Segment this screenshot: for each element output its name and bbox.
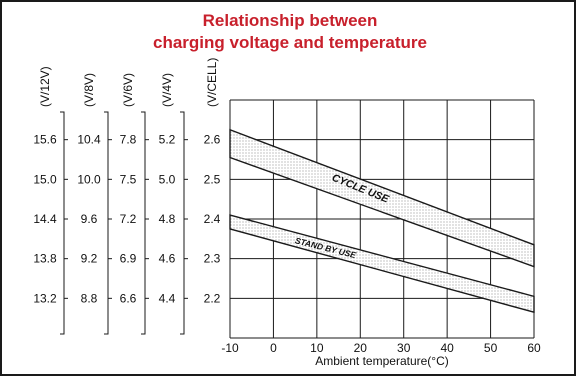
y-axis-bracket bbox=[180, 111, 185, 335]
x-tick-label: 0 bbox=[270, 341, 277, 355]
y-tick-label: 4.6 bbox=[159, 252, 176, 266]
y-tick-label: 15.0 bbox=[33, 172, 57, 186]
y-tick-label: 15.6 bbox=[33, 133, 57, 147]
band-cycle-use bbox=[229, 128, 535, 268]
y-tick-label: 13.8 bbox=[33, 252, 57, 266]
y-tick-label: 7.2 bbox=[120, 212, 137, 226]
x-axis: -10 0 10 20 30 40 50 60 bbox=[221, 341, 541, 355]
x-axis-label: Ambient temperature(°C) bbox=[315, 354, 449, 368]
y-axis-label: (V/4V) bbox=[160, 73, 174, 107]
chart-title-line-1: Relationship between bbox=[203, 11, 378, 30]
y-tick-label: 2.4 bbox=[204, 212, 221, 226]
y-tick-label: 10.4 bbox=[77, 133, 101, 147]
y-tick-label: 9.2 bbox=[81, 252, 98, 266]
y-tick-label: 7.5 bbox=[120, 172, 137, 186]
x-tick-label: 60 bbox=[527, 341, 541, 355]
y-axes: (V/12V) 15.6 15.0 14.4 13.8 13.2 (V/8V) 10.4 10.… bbox=[33, 58, 221, 335]
grid bbox=[229, 99, 535, 339]
y-tick-label: 4.8 bbox=[159, 212, 176, 226]
y-axis-label: (V/12V) bbox=[38, 66, 52, 107]
y-tick-label: 2.3 bbox=[204, 252, 221, 266]
y-tick-label: 6.6 bbox=[120, 291, 137, 305]
x-tick-label: 30 bbox=[397, 341, 411, 355]
y-tick-label: 2.2 bbox=[204, 291, 221, 305]
y-axis-bracket bbox=[104, 111, 109, 335]
y-tick-label: 14.4 bbox=[33, 212, 57, 226]
y-tick-label: 8.8 bbox=[81, 291, 98, 305]
x-tick-label: 20 bbox=[354, 341, 368, 355]
y-tick-label: 2.5 bbox=[204, 172, 221, 186]
x-tick-label: 40 bbox=[440, 341, 454, 355]
y-axis-label: (V/6V) bbox=[121, 73, 135, 107]
y-tick-label: 5.0 bbox=[159, 172, 176, 186]
y-axis-label: (V/CELL) bbox=[205, 58, 219, 107]
y-axis-label: (V/8V) bbox=[82, 73, 96, 107]
x-tick-label: -10 bbox=[221, 341, 239, 355]
y-tick-label: 4.4 bbox=[159, 291, 176, 305]
y-axis-bracket bbox=[141, 111, 146, 335]
y-tick-label: 9.6 bbox=[81, 212, 98, 226]
y-tick-label: 13.2 bbox=[33, 291, 57, 305]
band-stand-by-use bbox=[229, 214, 535, 314]
y-tick-label: 10.0 bbox=[77, 172, 101, 186]
y-axis-bracket bbox=[60, 111, 65, 335]
y-tick-label: 5.2 bbox=[159, 133, 176, 147]
y-tick-label: 7.8 bbox=[120, 133, 137, 147]
y-tick-label: 6.9 bbox=[120, 252, 137, 266]
x-tick-label: 50 bbox=[484, 341, 498, 355]
chart-title-line-2: charging voltage and temperature bbox=[153, 33, 427, 52]
y-tick-label: 2.6 bbox=[204, 133, 221, 147]
x-tick-label: 10 bbox=[310, 341, 324, 355]
